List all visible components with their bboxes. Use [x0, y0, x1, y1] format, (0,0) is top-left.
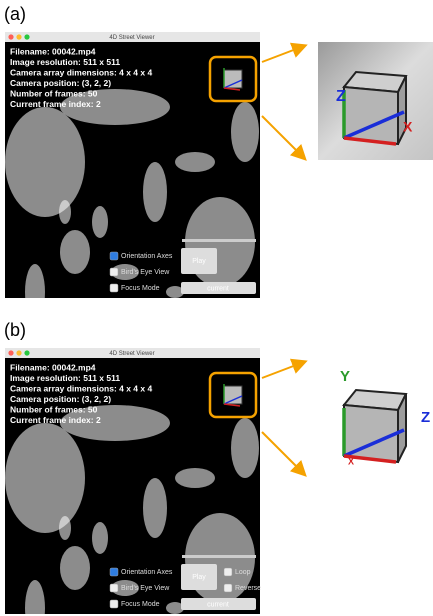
scene-blob: [25, 264, 45, 320]
button-label: Play: [192, 258, 206, 265]
checkbox-label: Loop: [235, 569, 251, 576]
window-button[interactable]: [24, 34, 29, 39]
scene-blob: [175, 152, 215, 172]
checkbox-label: Focus Mode: [121, 601, 160, 608]
axis-label: X: [403, 119, 413, 135]
window-button[interactable]: [16, 350, 21, 355]
checkbox-label: Reverse: [235, 585, 261, 592]
checkbox[interactable]: [110, 252, 118, 260]
figure: (a)4D Street ViewerFilename: 00042.mp4Im…: [0, 0, 433, 616]
checkbox-label: Orientation Axes: [121, 253, 173, 260]
scene-blob: [143, 478, 167, 538]
slider[interactable]: [182, 555, 256, 558]
scene-blob: [60, 230, 90, 274]
window-button[interactable]: [16, 34, 21, 39]
checkbox[interactable]: [224, 584, 232, 592]
window-button[interactable]: [8, 350, 13, 355]
panel-label: (b): [4, 320, 26, 340]
button-label: current: [207, 285, 229, 292]
gizmo-cube: [224, 386, 242, 404]
scene-blob: [59, 200, 71, 224]
checkbox[interactable]: [110, 268, 118, 276]
axis-label: X: [348, 456, 354, 466]
checkbox-label: Bird's Eye View: [121, 585, 170, 592]
info-line: Camera array dimensions: 4 x 4 x 4: [10, 383, 152, 393]
axis-label: Z: [336, 88, 346, 105]
window-button[interactable]: [8, 34, 13, 39]
checkbox-label: Bird's Eye View: [121, 269, 170, 276]
info-line: Image resolution: 511 x 511: [10, 373, 120, 383]
scene-blob: [143, 162, 167, 222]
info-line: Number of frames: 50: [10, 404, 98, 414]
slider[interactable]: [182, 239, 256, 242]
scene-blob: [231, 102, 259, 162]
info-line: Camera position: (3, 2, 2): [10, 78, 111, 88]
scene-blob: [59, 516, 71, 540]
scene-blob: [92, 522, 108, 554]
axis-label: Z: [421, 409, 430, 426]
info-line: Camera array dimensions: 4 x 4 x 4: [10, 67, 152, 77]
scene-blob: [5, 107, 85, 217]
scene-blob: [5, 423, 85, 533]
checkbox-label: Focus Mode: [121, 285, 160, 292]
button-label: current: [207, 601, 229, 608]
checkbox[interactable]: [110, 600, 118, 608]
checkbox[interactable]: [110, 584, 118, 592]
info-line: Current frame index: 2: [10, 415, 101, 425]
button-label: Play: [192, 574, 206, 581]
info-line: Number of frames: 50: [10, 88, 98, 98]
window-button[interactable]: [24, 350, 29, 355]
callout-arrow: [262, 362, 304, 378]
info-line: Filename: 00042.mp4: [10, 46, 96, 56]
checkbox[interactable]: [110, 568, 118, 576]
panel-label: (a): [4, 4, 26, 24]
checkbox[interactable]: [224, 568, 232, 576]
checkbox[interactable]: [110, 284, 118, 292]
checkbox-label: Orientation Axes: [121, 569, 173, 576]
window-title: 4D Street Viewer: [109, 35, 154, 41]
gizmo-cube: [224, 70, 242, 88]
window-title: 4D Street Viewer: [109, 351, 154, 357]
scene-blob: [231, 418, 259, 478]
scene-blob: [60, 546, 90, 590]
scene-blob: [175, 468, 215, 488]
info-line: Current frame index: 2: [10, 99, 101, 109]
callout-arrow: [262, 116, 304, 158]
axis-label: Y: [340, 368, 350, 385]
info-line: Image resolution: 511 x 511: [10, 57, 120, 67]
callout-arrow: [262, 432, 304, 474]
info-line: Filename: 00042.mp4: [10, 362, 96, 372]
callout-arrow: [262, 46, 304, 62]
scene-blob: [92, 206, 108, 238]
info-line: Camera position: (3, 2, 2): [10, 394, 111, 404]
